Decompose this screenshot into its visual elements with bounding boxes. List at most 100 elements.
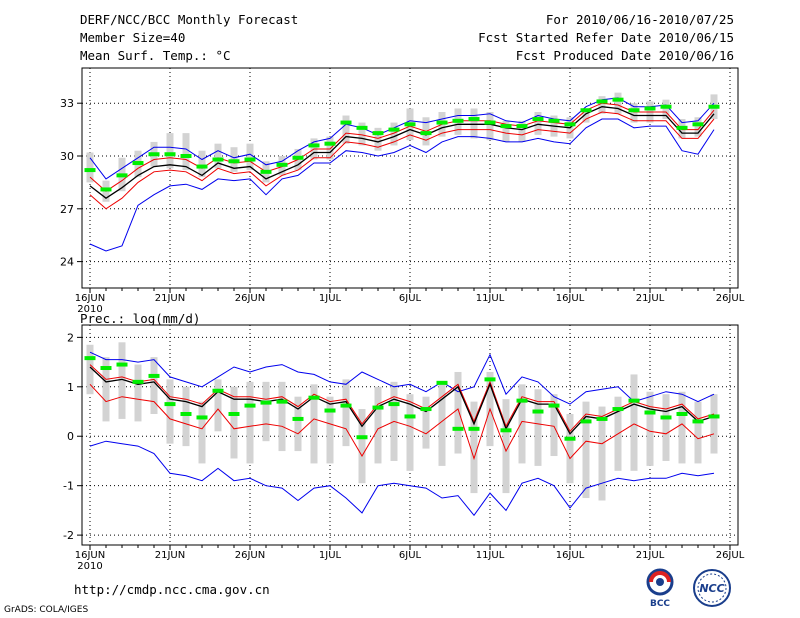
- ensemble-bar: [614, 92, 622, 114]
- ensemble-bar: [566, 413, 574, 484]
- logos: BCC NCC: [646, 568, 731, 609]
- precipitation-panel: -2 -1 0 1 2 16JUN 21JUN 26JUN 1JUL 6JUL 11JUL 16JUL…: [63, 324, 745, 572]
- ensemble-bar: [582, 401, 590, 499]
- series-line-p85: [89, 364, 715, 433]
- year-label: 2010: [77, 561, 102, 572]
- ensemble-bar: [246, 381, 254, 464]
- x-tick-label: 6JUL: [399, 293, 422, 304]
- ensemble-mean-marker: [644, 410, 656, 415]
- ensemble-mean-marker: [116, 173, 128, 178]
- ensemble-bar: [454, 371, 462, 454]
- ensemble-bar: [662, 394, 670, 461]
- ensemble-mean-marker: [692, 419, 704, 424]
- ensemble-mean-marker: [228, 411, 240, 416]
- ensemble-mean-marker: [196, 415, 208, 420]
- ensemble-mean-marker: [260, 400, 272, 405]
- ensemble-mean-marker: [628, 398, 640, 403]
- ensemble-mean-marker: [628, 108, 640, 113]
- ensemble-mean-marker: [708, 414, 720, 419]
- ensemble-bar: [86, 152, 94, 183]
- ensemble-mean-marker: [468, 117, 480, 122]
- ensemble-bar: [374, 386, 382, 464]
- ensemble-mean-marker: [228, 159, 240, 164]
- x-tick-label: 1JUL: [319, 293, 342, 304]
- ensemble-mean-marker: [612, 97, 624, 102]
- ensemble-bar: [374, 127, 382, 151]
- ensemble-mean-marker: [404, 414, 416, 419]
- series-line-min: [89, 118, 715, 252]
- ensemble-bar: [694, 117, 702, 137]
- ensemble-bar: [390, 122, 398, 146]
- ensemble-bar: [438, 381, 446, 466]
- bcc-logo-text: BCC: [650, 599, 670, 609]
- ensemble-mean-marker: [596, 416, 608, 421]
- ensemble-mean-marker: [484, 120, 496, 125]
- series-line-p15: [89, 111, 715, 210]
- ensemble-bar: [694, 401, 702, 464]
- ensemble-mean-marker: [564, 122, 576, 127]
- ensemble-mean-marker: [660, 104, 672, 109]
- ensemble-mean-marker: [308, 395, 320, 400]
- ensemble-bar: [86, 344, 94, 395]
- ensemble-bar: [630, 103, 638, 123]
- ensemble-bar: [502, 120, 510, 142]
- y-tick-label: 2: [67, 331, 74, 344]
- ensemble-bar: [326, 396, 334, 464]
- ensemble-mean-marker: [276, 162, 288, 167]
- ensemble-mean-marker: [164, 402, 176, 407]
- temperature-panel: 24 27 30 33 16JUN 21JUN 26JUN 1JUL 6JUL 11JUL 16JU…: [60, 67, 745, 315]
- y-tick-label: 24: [60, 256, 74, 269]
- ensemble-bar: [582, 108, 590, 123]
- ensemble-mean-marker: [132, 161, 144, 166]
- ensemble-mean-marker: [356, 125, 368, 130]
- ensemble-mean-marker: [548, 403, 560, 408]
- start-date-label: Fcst Started Refer Date 2010/06/15: [478, 30, 734, 45]
- precip-panel-title: Prec.: log(mm/d): [80, 311, 201, 326]
- ensemble-bar: [198, 150, 206, 178]
- series-line-max: [89, 97, 715, 180]
- ensemble-mean-marker: [692, 122, 704, 127]
- ensemble-mean-marker: [676, 125, 688, 130]
- y-tick-label: 1: [67, 381, 74, 394]
- ensemble-bar: [150, 357, 158, 414]
- ensemble-bar: [246, 143, 254, 171]
- ensemble-mean-marker: [244, 157, 256, 162]
- ensemble-mean-marker: [500, 124, 512, 129]
- ensemble-bar: [422, 396, 430, 449]
- ensemble-bar: [646, 391, 654, 466]
- ensemble-bar: [518, 120, 526, 142]
- ensemble-bar: [166, 379, 174, 444]
- ensemble-bar: [358, 122, 366, 146]
- ensemble-bar: [470, 401, 478, 494]
- x-tick-label: 1JUL: [319, 550, 342, 561]
- x-tick-label: 26JUL: [716, 550, 745, 561]
- ensemble-mean-marker: [84, 168, 96, 173]
- ensemble-bar: [598, 406, 606, 501]
- ensemble-mean-marker: [404, 122, 416, 127]
- ensemble-bar: [262, 381, 270, 442]
- ncc-logo-icon: NCC: [693, 569, 731, 607]
- ncc-logo-text: NCC: [699, 582, 724, 595]
- ensemble-mean-marker: [612, 407, 624, 412]
- ensemble-mean-marker: [196, 164, 208, 169]
- ensemble-mean-marker: [372, 131, 384, 136]
- ensemble-mean-marker: [532, 117, 544, 122]
- ensemble-bar: [534, 389, 542, 466]
- ensemble-bar: [294, 396, 302, 452]
- variable-label: Mean Surf. Temp.: °C: [80, 48, 231, 63]
- x-tick-label: 16JUN: [75, 550, 105, 561]
- ensemble-bar: [166, 133, 174, 169]
- x-tick-label: 16JUL: [556, 550, 585, 561]
- ensemble-bar: [230, 386, 238, 459]
- footer-url[interactable]: http://cmdp.ncc.cma.gov.cn: [74, 582, 270, 597]
- ensemble-bar: [118, 342, 126, 419]
- ensemble-mean-marker: [212, 388, 224, 393]
- x-tick-label: 16JUL: [556, 293, 585, 304]
- y-tick-label: -2: [63, 529, 74, 542]
- ensemble-mean-marker: [148, 152, 160, 157]
- ensemble-mean-marker: [660, 415, 672, 420]
- ensemble-mean-marker: [372, 405, 384, 410]
- ensemble-mean-marker: [180, 154, 192, 158]
- ensemble-mean-marker: [180, 411, 192, 416]
- ensemble-bar: [550, 394, 558, 457]
